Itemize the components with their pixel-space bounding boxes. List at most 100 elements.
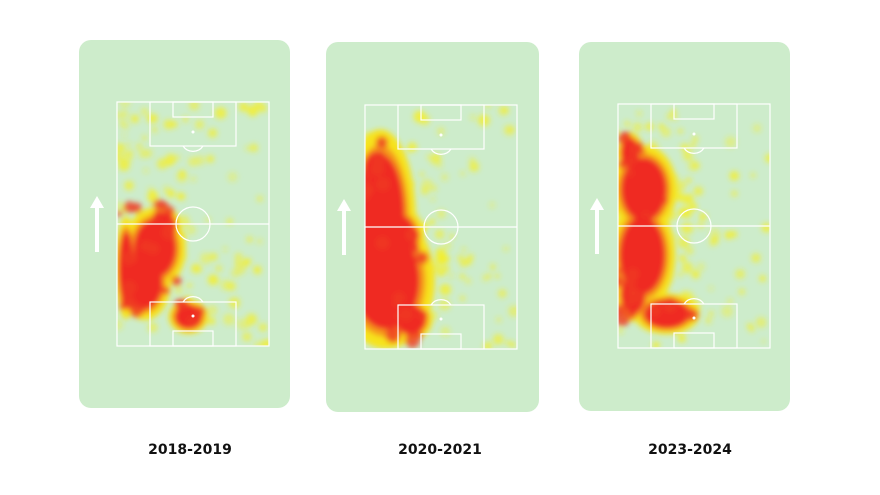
heat-spot [666, 113, 673, 120]
heat-core-spot [385, 327, 401, 344]
heat-spot [709, 238, 717, 247]
penalty-spot [439, 317, 443, 321]
heat-spot [413, 110, 426, 123]
direction-arrow-head [590, 198, 604, 210]
heat-core-spot [371, 151, 387, 166]
heat-core-spot [153, 210, 161, 217]
heat-core-spot [618, 131, 631, 145]
heat-spot [156, 158, 168, 170]
penalty-spot [191, 130, 195, 134]
heat-spot [436, 209, 446, 219]
heat-spot [708, 286, 714, 291]
heat-spot [483, 341, 493, 349]
heat-spot [118, 159, 130, 172]
heat-spot [436, 127, 445, 136]
heat-spot [171, 121, 178, 128]
heat-spot [677, 334, 687, 343]
heat-core-spot [171, 275, 182, 287]
heat-spot [167, 160, 173, 167]
heat-spot [470, 114, 476, 121]
penalty-spot [439, 133, 443, 137]
heat-core-spot [626, 298, 635, 307]
heat-spot [672, 115, 678, 121]
heat-core-spot [665, 304, 673, 312]
heat-core-spot [165, 219, 178, 233]
heat-spot [439, 283, 452, 296]
season-label: 2018-2019 [148, 442, 232, 458]
heat-spot [731, 190, 738, 197]
season-label: 2023-2024 [648, 442, 732, 458]
heat-core-spot [628, 142, 642, 157]
heat-spot [461, 247, 467, 253]
heat-spot [652, 341, 661, 348]
heat-spot [735, 269, 746, 279]
heat-core-spot [625, 155, 636, 166]
heat-spot [674, 234, 680, 240]
heat-core-spot [375, 236, 390, 250]
heat-spot [253, 340, 264, 346]
heat-spot [680, 143, 689, 152]
heat-spot [151, 126, 158, 133]
heat-spot [430, 196, 436, 202]
heat-spot [738, 288, 745, 295]
heat-spot [751, 253, 761, 263]
heat-spot [190, 176, 196, 182]
goal-box [172, 101, 214, 118]
heat-layer [618, 109, 770, 348]
heat-spot [696, 262, 706, 272]
heat-spot [645, 122, 654, 131]
heat-spot [119, 110, 129, 119]
heat-spot [174, 285, 184, 295]
heatmap-panel [79, 40, 290, 408]
heat-core-spot [122, 280, 137, 295]
heat-spot [143, 148, 153, 158]
heat-spot [215, 265, 222, 272]
heat-core-spot [618, 268, 621, 275]
heat-spot [699, 212, 707, 221]
heat-spot [182, 116, 189, 123]
heat-spot [660, 127, 672, 138]
heat-spot [206, 155, 215, 163]
heatmap-panel [579, 42, 790, 411]
goal-box [673, 103, 715, 120]
heat-spot [449, 233, 455, 239]
heat-spot [721, 305, 734, 318]
heat-core-spot [618, 159, 628, 169]
heat-spot [207, 274, 219, 286]
heat-spot [678, 272, 683, 277]
heat-spot [685, 246, 694, 255]
heat-core-spot [375, 177, 390, 192]
heat-spot [440, 326, 451, 337]
heat-spot [675, 180, 687, 192]
heat-spot [207, 304, 218, 316]
goal-box [420, 104, 462, 121]
heat-spot [238, 102, 249, 112]
heat-spot [214, 107, 227, 120]
heat-spot [253, 265, 262, 275]
center-circle [175, 206, 211, 242]
heat-spot [489, 202, 496, 209]
heat-spot [759, 275, 766, 282]
heat-spot [194, 119, 205, 130]
heat-spot [498, 105, 509, 116]
heat-spot [436, 162, 443, 169]
heat-spot [496, 317, 502, 323]
heat-spot [632, 122, 643, 133]
heat-spot [459, 295, 466, 302]
heat-spot [249, 143, 259, 153]
heat-spot [119, 102, 131, 108]
heat-core-spot [119, 303, 126, 310]
heat-blur [365, 105, 517, 349]
heat-spot [443, 265, 450, 272]
heat-spot [148, 190, 159, 201]
heat-spot [508, 305, 517, 317]
heat-spot [244, 258, 252, 265]
heat-spot [624, 120, 631, 127]
heat-layer [117, 102, 269, 346]
heat-spot [459, 273, 466, 280]
heat-spot [187, 283, 192, 288]
heat-core-spot [415, 251, 429, 265]
penalty-spot [191, 314, 195, 318]
heat-spot [166, 189, 176, 198]
